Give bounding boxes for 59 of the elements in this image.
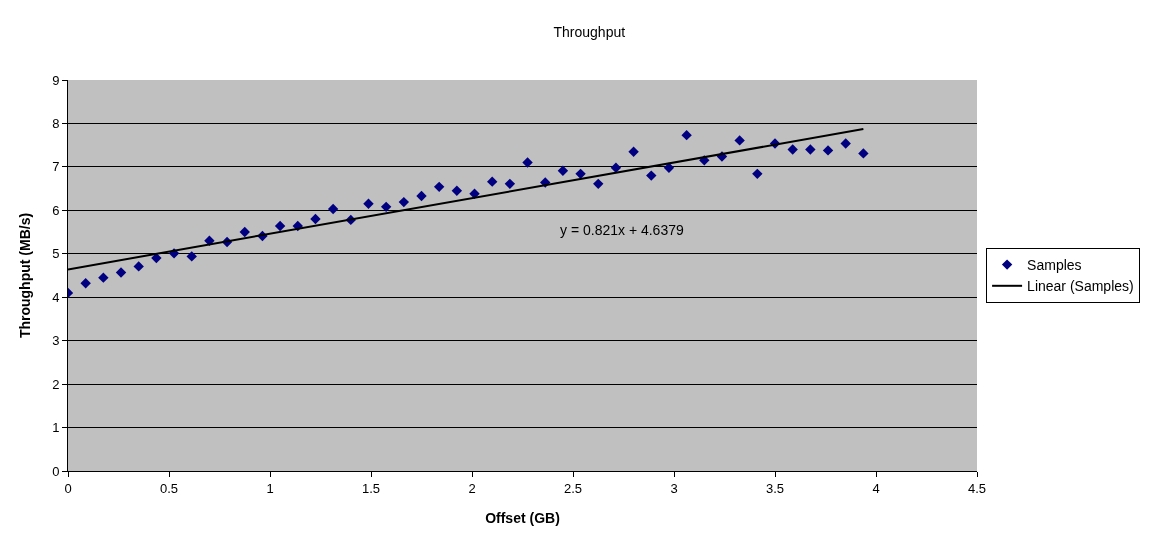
point: [522, 157, 533, 168]
y-tick-label: 4: [52, 289, 60, 305]
y-tick-label: 6: [52, 202, 60, 218]
point: [398, 196, 410, 208]
y-tick-label: 8: [52, 115, 60, 131]
point: [487, 176, 498, 187]
x-tick-label: 3: [670, 480, 678, 496]
annotation: y = 0.821x + 4.6379: [560, 222, 684, 238]
point: [274, 220, 286, 232]
point: [327, 203, 339, 215]
point: [646, 170, 657, 181]
point: [840, 138, 851, 149]
x-tick-label: 4.5: [967, 480, 987, 496]
point: [610, 162, 622, 173]
y-tick-label: 7: [52, 159, 60, 175]
point: [363, 198, 374, 210]
y-tick-label: 5: [52, 246, 60, 262]
point: [557, 165, 569, 176]
point: [663, 162, 675, 173]
chart-title: Throughput: [553, 23, 626, 40]
x-tick-label: 0: [64, 480, 72, 496]
point: [752, 168, 763, 180]
x-axis-title: Offset (GB): [485, 510, 560, 526]
y-tick-label: 2: [52, 376, 60, 392]
point: [822, 145, 834, 156]
point: [416, 190, 427, 202]
point: [787, 144, 798, 155]
point: [133, 261, 144, 272]
point: [858, 148, 869, 159]
x-tick-label: 1: [266, 480, 274, 496]
point: [681, 129, 692, 141]
point: [451, 185, 463, 196]
y-tick-label: 9: [52, 72, 60, 88]
x-tick-label: 4: [872, 480, 880, 496]
x-tick-label: 1.5: [361, 480, 381, 496]
x-tick-label: 3.5: [765, 480, 785, 496]
x-tick-label: 2: [468, 480, 476, 496]
point: [239, 226, 250, 238]
point: [115, 267, 127, 278]
y-tick-label: 3: [52, 333, 60, 349]
point: [734, 135, 745, 146]
point: [593, 178, 604, 190]
point: [98, 272, 109, 283]
x-tick-label: 0.5: [159, 480, 179, 496]
point: [805, 144, 816, 155]
point: [628, 146, 639, 157]
point: [504, 178, 516, 190]
y-axis-title: Throughput (MB/s): [17, 212, 33, 339]
legend-label: Samples: [1027, 257, 1082, 274]
point: [433, 181, 445, 193]
point: [204, 235, 215, 246]
x-tick-label: 2.5: [563, 480, 583, 496]
point: [310, 213, 321, 225]
legend-label: Linear (Samples): [1027, 278, 1134, 295]
point: [380, 201, 392, 213]
y-tick-label: 0: [52, 463, 60, 479]
y-tick-label: 1: [52, 420, 60, 436]
point: [80, 278, 91, 289]
point: [186, 251, 197, 262]
